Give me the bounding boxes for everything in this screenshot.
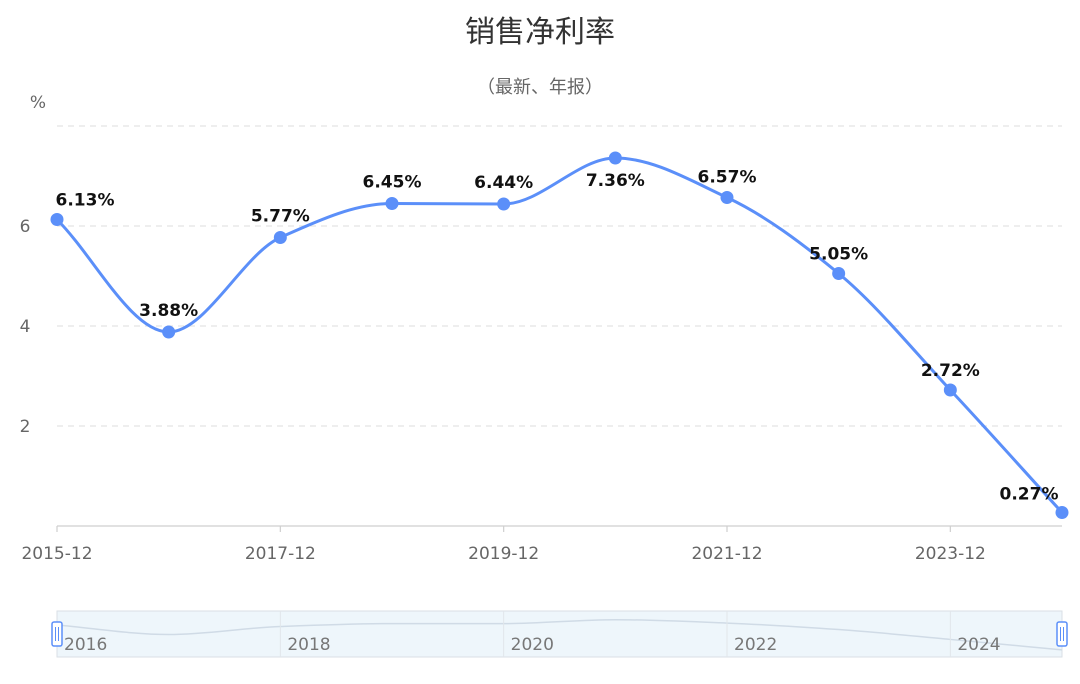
zoom-slider[interactable]: 2016 2018 2020 2022 2024 [51, 610, 1068, 658]
data-point [385, 197, 399, 210]
y-tick-label: 2 [20, 417, 31, 437]
axes: 2 4 6 2015-12 2017-12 2019-12 2021-12 2023-12 [20, 217, 1062, 564]
chart-subtitle: （最新、年报） [477, 77, 603, 98]
data-point [720, 191, 734, 204]
data-labels: 6.13% 3.88% 5.77% 6.45% 6.44% 7.36% 6.57% 5.05%… [56, 168, 1059, 505]
x-tick-label: 2017-12 [245, 544, 316, 564]
zoom-preview-line [56, 618, 1063, 651]
data-label: 5.05% [809, 245, 868, 265]
zoom-handle-right[interactable] [1056, 621, 1068, 647]
data-label: 6.13% [56, 191, 115, 211]
data-point [162, 325, 176, 339]
data-point [832, 267, 846, 280]
data-label: 7.36% [586, 171, 645, 191]
zoom-handle-left[interactable] [51, 621, 63, 647]
x-tick-label: 2023-12 [915, 544, 986, 564]
zoom-slider-track [56, 610, 1063, 658]
zoom-label: 2022 [734, 635, 777, 655]
data-label: 6.57% [698, 168, 757, 188]
x-tick-label: 2015-12 [21, 544, 92, 564]
zoom-handle-body [1056, 621, 1068, 647]
data-label: 5.77% [251, 207, 310, 227]
x-tick-label: 2019-12 [468, 544, 539, 564]
zoom-label: 2024 [957, 635, 1000, 655]
data-label: 2.72% [921, 361, 980, 381]
series-line [55, 156, 1064, 514]
zoom-label: 2018 [287, 635, 330, 655]
data-label: 3.88% [139, 301, 198, 321]
data-point [50, 213, 64, 226]
series-net-margin [50, 151, 1069, 519]
x-tick-label: 2021-12 [691, 544, 762, 564]
data-point [608, 151, 622, 165]
data-label: 0.27% [1000, 485, 1059, 505]
data-point [497, 197, 511, 211]
zoom-label: 2016 [64, 635, 107, 655]
data-point [943, 383, 957, 397]
y-axis-unit: % [30, 93, 46, 113]
grid-lines [57, 125, 1062, 427]
chart-title: 销售净利率 [465, 15, 615, 50]
zoom-handle-body [51, 621, 63, 647]
y-tick-label: 6 [20, 217, 31, 237]
data-label: 6.45% [363, 173, 422, 193]
data-label: 6.44% [474, 173, 533, 193]
data-point [1055, 506, 1069, 519]
y-tick-label: 4 [20, 317, 31, 337]
zoom-label: 2020 [511, 635, 554, 655]
data-point [273, 231, 287, 244]
